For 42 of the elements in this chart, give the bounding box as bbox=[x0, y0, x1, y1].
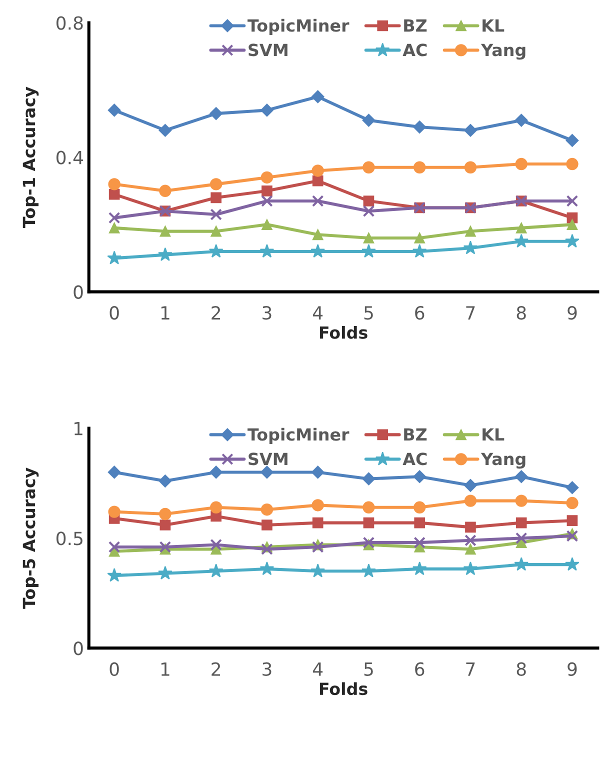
y-tick-label: 1 bbox=[74, 422, 82, 436]
y-axis-title: Top-5 Accuracy bbox=[22, 468, 39, 609]
legend-label: Yang bbox=[480, 452, 526, 469]
legend-label: KL bbox=[482, 428, 504, 441]
x-tick-label: 0 bbox=[110, 662, 119, 676]
x-tick-label: 5 bbox=[364, 306, 373, 320]
legend-label: TopicMiner bbox=[248, 18, 350, 36]
legend-label: AC bbox=[402, 44, 427, 56]
legend-label: SVM bbox=[248, 44, 288, 56]
legend-label: BZ bbox=[404, 428, 427, 441]
x-tick-label: 1 bbox=[161, 306, 170, 320]
x-tick-label: 8 bbox=[516, 306, 526, 320]
y-tick-label: 0.4 bbox=[56, 150, 84, 164]
x-tick-label: 7 bbox=[466, 662, 475, 676]
legend-label: BZ bbox=[404, 19, 427, 32]
x-tick-label: 9 bbox=[568, 662, 577, 676]
legend-label: KL bbox=[482, 19, 504, 32]
x-tick-label: 1 bbox=[161, 662, 170, 676]
x-tick-label: 6 bbox=[415, 306, 424, 320]
x-tick-label: 6 bbox=[415, 662, 424, 676]
x-tick-label: 3 bbox=[262, 306, 272, 320]
x-tick-label: 8 bbox=[516, 662, 526, 676]
x-tick-label: 3 bbox=[262, 662, 272, 676]
x-tick-label: 4 bbox=[312, 662, 323, 676]
legend-label: SVM bbox=[248, 452, 288, 466]
x-tick-label: 9 bbox=[568, 306, 577, 320]
x-tick-label: 2 bbox=[212, 306, 220, 320]
y-tick-label: 0.8 bbox=[56, 16, 83, 30]
legend-label: Yang bbox=[480, 44, 526, 60]
legend-label: TopicMiner bbox=[248, 428, 350, 444]
y-tick-label: 0 bbox=[74, 642, 83, 656]
x-tick-label: 5 bbox=[364, 662, 373, 676]
x-tick-label: 4 bbox=[312, 306, 323, 320]
y-tick-label: 0.5 bbox=[56, 532, 82, 546]
x-axis-title: Folds bbox=[320, 326, 368, 339]
x-axis-title: Folds bbox=[320, 682, 368, 696]
y-tick-label: 0 bbox=[74, 285, 83, 299]
x-tick-label: 2 bbox=[212, 662, 220, 676]
y-axis-title: Top-1 Accuracy bbox=[22, 86, 39, 228]
x-tick-label: 0 bbox=[110, 306, 119, 320]
legend-label: AC bbox=[402, 452, 427, 466]
x-tick-label: 7 bbox=[466, 306, 475, 320]
